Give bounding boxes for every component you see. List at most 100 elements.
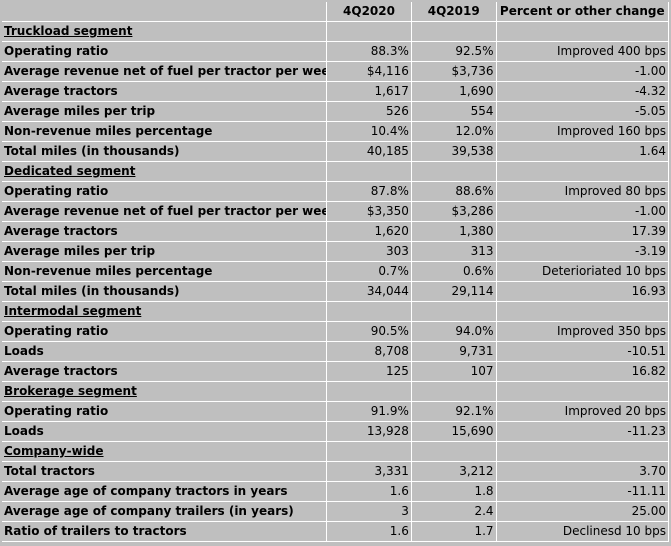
value-4q2019: $3,286 (411, 201, 497, 222)
row-label: Average tractors (2, 81, 328, 102)
value-4q2019: 1.8 (411, 481, 497, 502)
value-4q2020: 91.9% (326, 401, 412, 422)
value-4q2019: 92.1% (411, 401, 497, 422)
value-change: -11.23 (496, 421, 670, 442)
value-4q2020: 125 (326, 361, 412, 382)
value-4q2020: $3,350 (326, 201, 412, 222)
value-4q2019: 88.6% (411, 181, 497, 202)
section-header-row: Company-wide (2, 441, 670, 462)
value-change: -4.32 (496, 81, 670, 102)
section-title: Intermodal segment (2, 301, 328, 322)
table-row: Average revenue net of fuel per tractor … (2, 61, 670, 82)
row-label: Non-revenue miles percentage (2, 121, 328, 142)
table-row: Average tractors 125 107 16.82 (2, 361, 670, 382)
row-label: Total miles (in thousands) (2, 281, 328, 302)
table-row: Operating ratio 90.5% 94.0% Improved 350 bp… (2, 321, 670, 342)
value-4q2020: 40,185 (326, 141, 412, 162)
value-change: -5.05 (496, 101, 670, 122)
value-4q2020 (326, 441, 412, 462)
value-4q2019: 12.0% (411, 121, 497, 142)
value-change: -1.00 (496, 201, 670, 222)
value-4q2019: 15,690 (411, 421, 497, 442)
row-label: Operating ratio (2, 321, 328, 342)
row-label: Total tractors (2, 461, 328, 482)
table-row: Non-revenue miles percentage 0.7% 0.6% Dete… (2, 261, 670, 282)
value-change: Improved 80 bps (496, 181, 670, 202)
value-4q2019: 92.5% (411, 41, 497, 62)
value-change: Improved 350 bps (496, 321, 670, 342)
table-row: Loads 8,708 9,731 -10.51 (2, 341, 670, 362)
section-title: Truckload segment (2, 21, 328, 42)
table-row: Loads 13,928 15,690 -11.23 (2, 421, 670, 442)
value-change: Improved 160 bps (496, 121, 670, 142)
value-4q2020: 0.7% (326, 261, 412, 282)
section-title: Dedicated segment (2, 161, 328, 182)
value-4q2020: 3 (326, 501, 412, 522)
section-header-row: Intermodal segment (2, 301, 670, 322)
row-label: Operating ratio (2, 41, 328, 62)
value-4q2019: 0.6% (411, 261, 497, 282)
table-row: Average tractors 1,617 1,690 -4.32 (2, 81, 670, 102)
table-row: Total miles (in thousands) 40,185 39,538 1.… (2, 141, 670, 162)
row-label: Average revenue net of fuel per tractor … (2, 61, 328, 82)
section-header-row: Brokerage segment (2, 381, 670, 402)
row-label: Operating ratio (2, 181, 328, 202)
value-4q2019 (411, 381, 497, 402)
value-4q2019: 9,731 (411, 341, 497, 362)
value-change: 3.70 (496, 461, 670, 482)
value-change: 16.82 (496, 361, 670, 382)
value-4q2019 (411, 301, 497, 322)
row-label: Loads (2, 421, 328, 442)
value-4q2020: 1.6 (326, 521, 412, 542)
value-change: Declinesd 10 bps (496, 521, 670, 542)
row-label: Loads (2, 341, 328, 362)
row-label: Average tractors (2, 361, 328, 382)
value-4q2020: 526 (326, 101, 412, 122)
value-change (496, 161, 670, 182)
value-4q2019: 94.0% (411, 321, 497, 342)
value-change: -10.51 (496, 341, 670, 362)
value-4q2019: 3,212 (411, 461, 497, 482)
section-header-row: Truckload segment (2, 21, 670, 42)
row-label: Average age of company tractors in years (2, 481, 328, 502)
table-row: Average miles per trip 526 554 -5.05 (2, 101, 670, 122)
value-4q2020: 13,928 (326, 421, 412, 442)
section-header-row: Dedicated segment (2, 161, 670, 182)
value-4q2019: 1,690 (411, 81, 497, 102)
value-4q2020: 88.3% (326, 41, 412, 62)
value-change (496, 21, 670, 42)
table-row: Total miles (in thousands) 34,044 29,114 16… (2, 281, 670, 302)
row-label: Total miles (in thousands) (2, 141, 328, 162)
table-row: Average age of company tractors in years… (2, 481, 670, 502)
value-change: -11.11 (496, 481, 670, 502)
table-row: Operating ratio 87.8% 88.6% Improved 80 bps (2, 181, 670, 202)
value-4q2019: 313 (411, 241, 497, 262)
value-4q2020: 90.5% (326, 321, 412, 342)
header-row: 4Q2020 4Q2019 Percent or other change (2, 2, 670, 22)
row-label: Ratio of trailers to tractors (2, 521, 328, 542)
header-4q2020: 4Q2020 (326, 2, 412, 22)
header-4q2019: 4Q2019 (411, 2, 497, 22)
value-4q2019: 29,114 (411, 281, 497, 302)
value-4q2019: 107 (411, 361, 497, 382)
table-row: Average revenue net of fuel per tractor … (2, 201, 670, 222)
table-row: Average miles per trip 303 313 -3.19 (2, 241, 670, 262)
value-4q2020: 8,708 (326, 341, 412, 362)
value-4q2020: 1,617 (326, 81, 412, 102)
table-row: Non-revenue miles percentage 10.4% 12.0% Im… (2, 121, 670, 142)
value-4q2020: 10.4% (326, 121, 412, 142)
header-label (2, 2, 328, 22)
row-label: Operating ratio (2, 401, 328, 422)
value-4q2019: $3,736 (411, 61, 497, 82)
row-label: Average age of company trailers (in year… (2, 501, 328, 522)
value-4q2019: 39,538 (411, 141, 497, 162)
value-change (496, 301, 670, 322)
value-change: 1.64 (496, 141, 670, 162)
value-4q2019 (411, 161, 497, 182)
section-title: Company-wide (2, 441, 328, 462)
value-change: 17.39 (496, 221, 670, 242)
table-row: Operating ratio 88.3% 92.5% Improved 400 bp… (2, 41, 670, 62)
value-4q2019: 554 (411, 101, 497, 122)
value-change: 25.00 (496, 501, 670, 522)
